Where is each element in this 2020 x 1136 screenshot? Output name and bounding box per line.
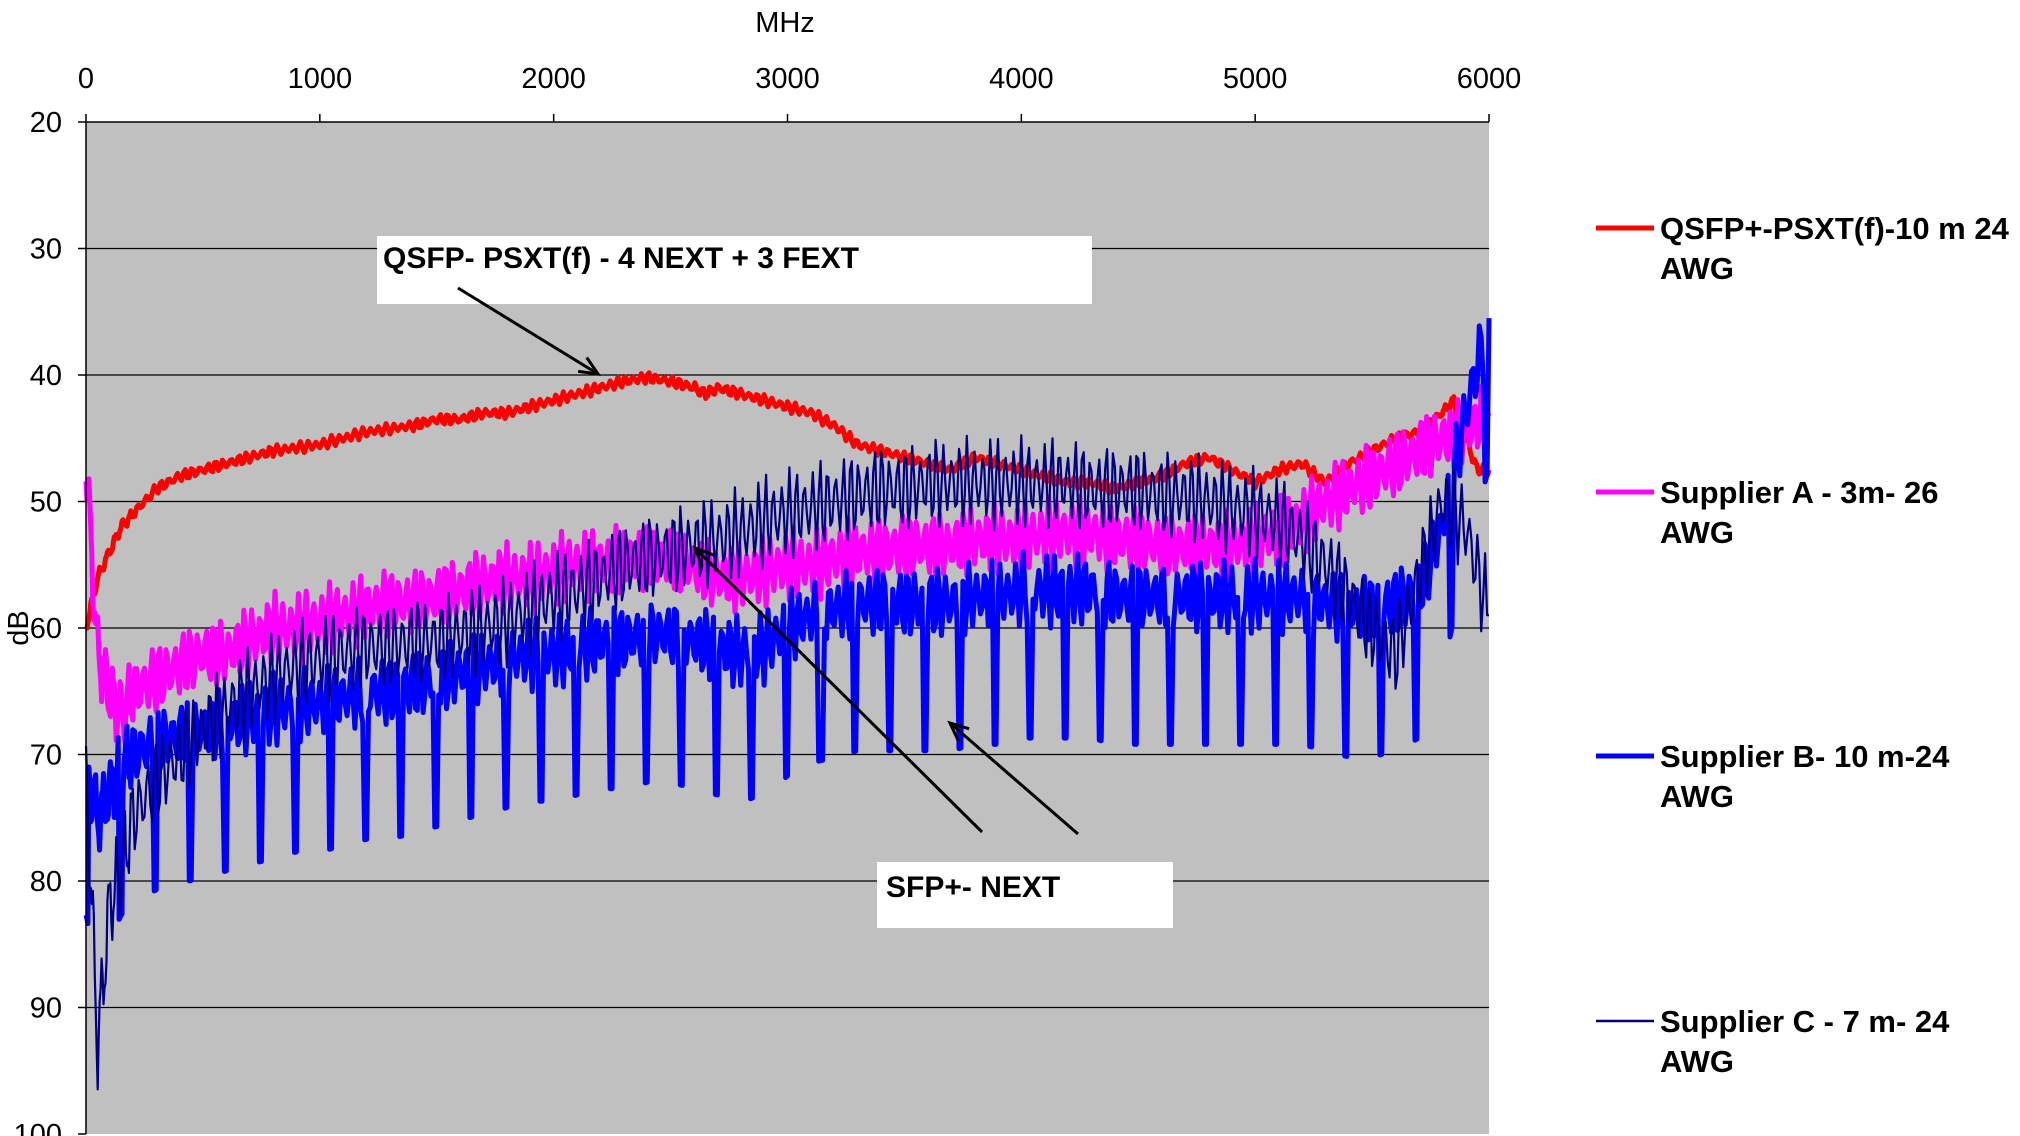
- annotation-sfp-text: SFP+- NEXT: [886, 871, 1060, 904]
- annotation-arrow-qsfp: [457, 286, 602, 376]
- legend-item-3: Supplier B- 10 m-24 AWG: [1596, 739, 1950, 814]
- x-tick-label-2000: 2000: [521, 63, 586, 95]
- series-line-4: [84, 434, 1490, 1091]
- annotation-qsfp-text: QSFP- PSXT(f) - 4 NEXT + 3 FEXT: [383, 242, 859, 275]
- y-tick-label-20: 20: [30, 107, 62, 139]
- series-lines: [83, 318, 1492, 1091]
- axes: 0 1000 2000 3000 4000 5000 6000 20 30 40 50 60 70 80 9…: [3, 7, 1521, 1136]
- legend-label-2: Supplier A - 3m- 26 AWG: [1660, 475, 1939, 550]
- y-axis-title: dB: [3, 610, 35, 645]
- legend: QSFP+-PSXT(f)-10 m 24 AWG Supplier A - 3m-…: [1596, 211, 2010, 1079]
- y-tick-label-50: 50: [30, 487, 62, 519]
- x-tick-label-3000: 3000: [755, 63, 820, 95]
- y-tick-label-60: 60: [30, 613, 62, 645]
- annotation-arrow-sfp-2: [947, 720, 1079, 836]
- series-line-2: [83, 384, 1492, 745]
- x-tick-label-1000: 1000: [288, 63, 353, 95]
- legend-item-4: Supplier C - 7 m- 24 AWG: [1596, 1004, 1950, 1079]
- annotation-arrow-sfp-1: [692, 545, 984, 834]
- legend-label-1: QSFP+-PSXT(f)-10 m 24 AWG: [1660, 211, 2010, 286]
- annotation-box-sfp: [877, 862, 1173, 928]
- legend-label-4: Supplier C - 7 m- 24 AWG: [1660, 1004, 1950, 1079]
- annotations: QSFP- PSXT(f) - 4 NEXT + 3 FEXT SFP+- NE…: [377, 236, 1173, 928]
- legend-item-2: Supplier A - 3m- 26 AWG: [1596, 475, 1939, 550]
- y-tick-label-30: 30: [30, 234, 62, 266]
- x-tick-label-5000: 5000: [1223, 63, 1288, 95]
- y-tick-label-80: 80: [30, 866, 62, 898]
- legend-item-1: QSFP+-PSXT(f)-10 m 24 AWG: [1596, 211, 2010, 286]
- x-tick-label-6000: 6000: [1457, 63, 1522, 95]
- y-tick-label-100: 100: [14, 1119, 62, 1136]
- series-line-1: [84, 370, 1492, 631]
- y-tick-label-70: 70: [30, 740, 62, 772]
- x-axis-title: MHz: [755, 7, 815, 39]
- legend-label-3: Supplier B- 10 m-24 AWG: [1660, 739, 1950, 814]
- x-tick-label-0: 0: [78, 63, 94, 95]
- annotation-box-qsfp: [377, 236, 1092, 304]
- y-tick-label-90: 90: [30, 993, 62, 1025]
- x-tick-label-4000: 4000: [989, 63, 1054, 95]
- y-tick-label-40: 40: [30, 360, 62, 392]
